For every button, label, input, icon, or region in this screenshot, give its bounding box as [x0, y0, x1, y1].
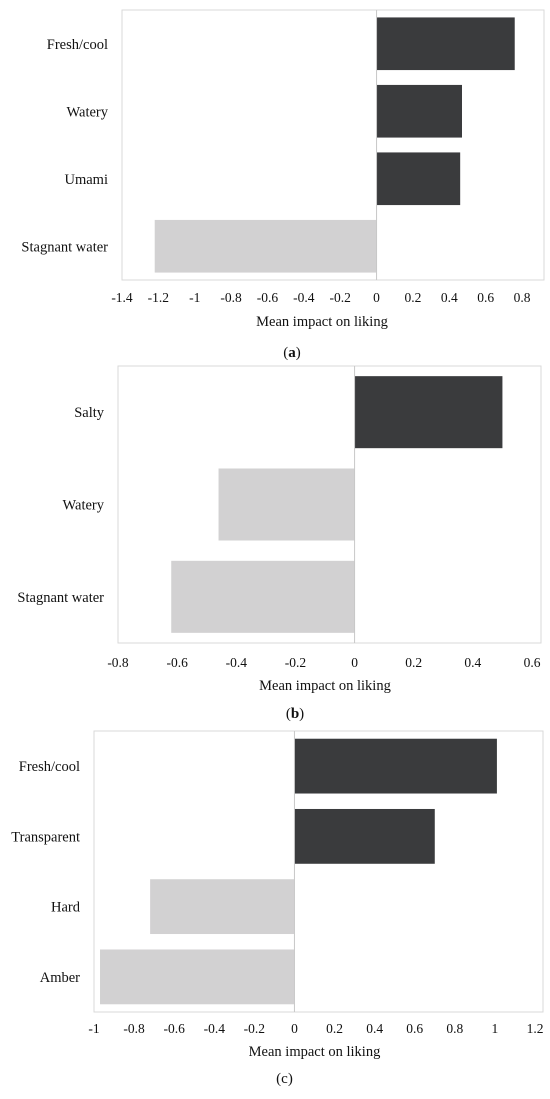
panel-caption: (c) [276, 1071, 293, 1087]
x-tick-label: -0.4 [293, 290, 315, 305]
x-tick-label: -0.6 [163, 1021, 185, 1036]
x-axis-title: Mean impact on liking [249, 1044, 381, 1060]
category-label: Fresh/cool [47, 37, 108, 53]
category-label: Amber [40, 970, 80, 986]
bar [376, 84, 462, 138]
x-tick-label: -0.4 [204, 1021, 226, 1036]
plot-frame [93, 730, 544, 1013]
x-tick-label: -0.2 [244, 1021, 265, 1036]
category-label: Transparent [11, 829, 80, 845]
panel-caption: (a) [283, 345, 301, 361]
category-label: Hard [51, 900, 81, 916]
x-tick-label: 0.4 [464, 655, 481, 670]
bar [376, 17, 515, 71]
category-label: Stagnant water [17, 590, 104, 606]
x-tick-label: 0.2 [404, 290, 421, 305]
x-tick-label: 0 [351, 655, 358, 670]
x-tick-label: 0 [373, 290, 380, 305]
x-tick-label: 0.4 [441, 290, 458, 305]
panel-caption: (b) [286, 706, 304, 722]
x-tick-label: -0.8 [107, 655, 129, 670]
category-label: Watery [66, 104, 108, 120]
bar [150, 879, 295, 935]
x-tick-label: -1.2 [148, 290, 169, 305]
chart-panel: Salty Watery Stagnant water -0.8 -0.6 -0.4 -0.… [17, 365, 542, 722]
x-tick-label: -0.6 [257, 290, 279, 305]
bar [294, 738, 497, 794]
x-tick-label: 1.2 [527, 1021, 544, 1036]
x-tick-label: 0.8 [514, 290, 531, 305]
category-label: Watery [62, 498, 104, 514]
x-tick-label: 0 [291, 1021, 298, 1036]
bar [218, 468, 355, 541]
bar [294, 808, 435, 864]
bar [171, 560, 355, 633]
bar [376, 152, 461, 206]
x-tick-label: -1 [189, 290, 200, 305]
x-tick-label: -1 [88, 1021, 99, 1036]
x-tick-label: 0.6 [477, 290, 494, 305]
bar [354, 376, 503, 449]
x-tick-label: -0.6 [166, 655, 188, 670]
chart-panel: Fresh/cool Transparent Hard Amber -1 -0.8 -0.6… [11, 730, 544, 1087]
category-label: Umami [65, 172, 109, 188]
plot-frame [117, 365, 542, 644]
x-tick-label: 0.4 [366, 1021, 383, 1036]
plot-frame [121, 9, 545, 281]
x-tick-label: -1.4 [111, 290, 133, 305]
x-axis-title: Mean impact on liking [259, 678, 391, 694]
x-tick-label: 0.2 [326, 1021, 343, 1036]
x-tick-label: -0.8 [220, 290, 242, 305]
category-label: Salty [74, 405, 105, 421]
bar [100, 949, 295, 1005]
bar [154, 219, 377, 273]
x-tick-label: 0.2 [405, 655, 422, 670]
x-tick-label: 0.8 [446, 1021, 463, 1036]
category-label: Stagnant water [21, 239, 108, 255]
x-tick-label: 0.6 [524, 655, 541, 670]
x-axis-title: Mean impact on liking [256, 314, 388, 330]
x-tick-label: -0.8 [123, 1021, 145, 1036]
x-tick-label: 1 [492, 1021, 499, 1036]
x-tick-label: 0.6 [406, 1021, 423, 1036]
x-tick-label: -0.4 [226, 655, 248, 670]
category-label: Fresh/cool [19, 759, 80, 775]
x-tick-label: -0.2 [285, 655, 306, 670]
x-tick-label: -0.2 [329, 290, 350, 305]
